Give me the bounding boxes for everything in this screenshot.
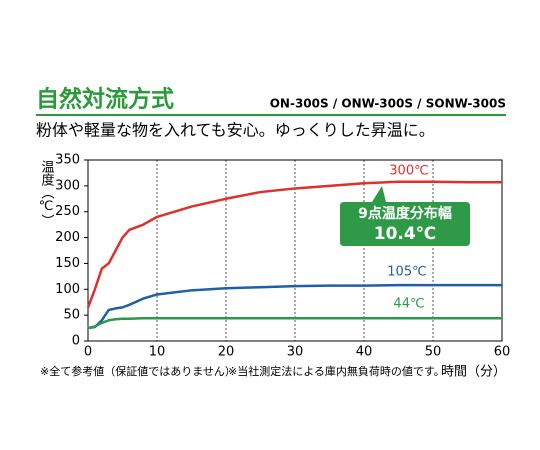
plot-frame xyxy=(87,159,503,342)
subtitle: 粉体や軽量な物を入れても安心。ゆっくりした昇温に。 xyxy=(36,121,435,140)
series-label: 300℃ xyxy=(389,164,428,179)
note: ※当社測定法による庫内無負荷時の値です。 xyxy=(228,364,445,378)
y-tick-label: 100 xyxy=(55,282,80,297)
series-label: 105℃ xyxy=(387,265,426,280)
y-tick-label: 50 xyxy=(63,308,80,323)
callout-box xyxy=(340,186,470,246)
x-tick-label: 60 xyxy=(494,345,511,360)
y-tick-label: 350 xyxy=(55,153,80,168)
x-label: 時間（分） xyxy=(441,365,506,380)
x-tick-label: 0 xyxy=(84,345,92,360)
y-tick-label: 250 xyxy=(55,204,80,219)
y-label: 温度（℃） xyxy=(39,160,55,227)
models: ON-300S / ONW-300S / SONW-300S xyxy=(270,97,506,111)
series-label: 44℃ xyxy=(393,297,424,312)
y-tick-label: 0 xyxy=(72,334,80,349)
y-tick-label: 150 xyxy=(55,256,80,271)
x-tick-label: 20 xyxy=(218,345,235,360)
series-line xyxy=(87,283,502,330)
x-tick-label: 30 xyxy=(287,345,304,360)
callout-text: 9点温度分布幅 xyxy=(358,205,452,222)
callout-text: 10.4℃ xyxy=(374,224,437,244)
y-tick-label: 200 xyxy=(55,230,80,245)
series-line xyxy=(86,180,502,308)
series-line xyxy=(87,316,502,330)
x-tick-label: 50 xyxy=(425,345,442,360)
title: 自然対流方式 xyxy=(36,86,174,113)
x-tick-label: 10 xyxy=(149,345,166,360)
y-tick-label: 300 xyxy=(55,178,80,193)
note: ※全て参考値（保証値ではありません） xyxy=(40,364,236,378)
x-tick-label: 40 xyxy=(356,345,373,360)
